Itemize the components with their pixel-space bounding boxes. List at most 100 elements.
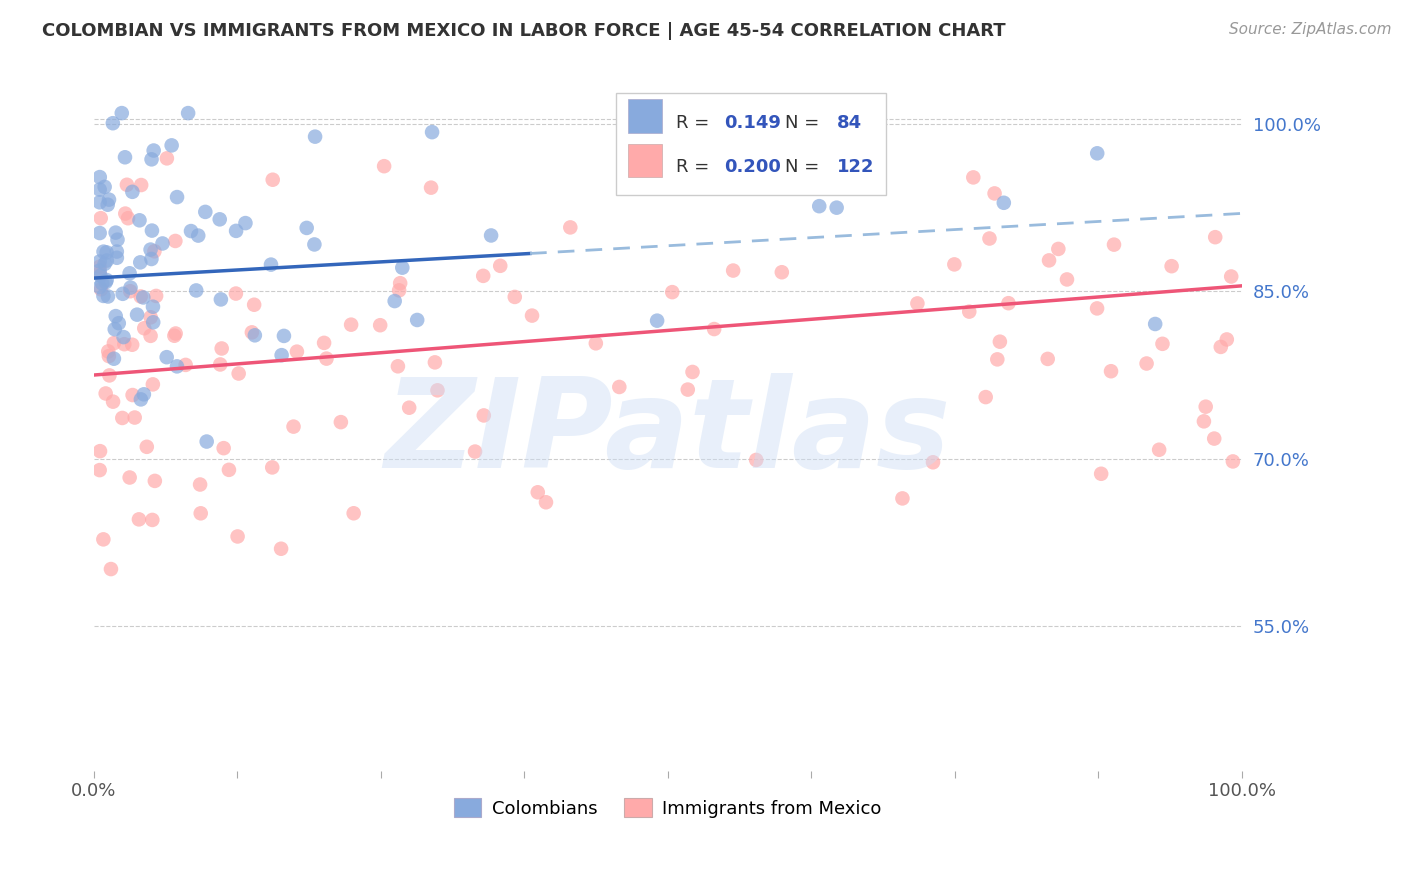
- Immigrants from Mexico: [426, 384, 449, 398]
- Text: COLOMBIAN VS IMMIGRANTS FROM MEXICO IN LABOR FORCE | AGE 45-54 CORRELATION CHART: COLOMBIAN VS IMMIGRANTS FROM MEXICO IN L…: [42, 22, 1005, 40]
- Text: R =: R =: [676, 158, 714, 176]
- Immigrants from Mexico: [943, 257, 966, 271]
- Colombians: [97, 197, 120, 211]
- Colombians: [304, 129, 326, 144]
- Colombians: [304, 237, 326, 252]
- Immigrants from Mexico: [143, 474, 166, 488]
- Immigrants from Mexico: [343, 506, 366, 520]
- Text: 122: 122: [837, 158, 875, 176]
- Immigrants from Mexico: [101, 394, 124, 409]
- Colombians: [270, 348, 292, 362]
- Colombians: [91, 277, 114, 291]
- Immigrants from Mexico: [262, 172, 284, 186]
- Immigrants from Mexico: [1216, 333, 1239, 347]
- Colombians: [128, 213, 150, 227]
- Immigrants from Mexico: [986, 352, 1008, 367]
- Colombians: [89, 263, 111, 277]
- Immigrants from Mexico: [90, 211, 112, 226]
- Colombians: [94, 275, 117, 289]
- Colombians: [89, 170, 111, 185]
- Colombians: [120, 280, 142, 294]
- Colombians: [152, 236, 174, 251]
- Immigrants from Mexico: [489, 259, 512, 273]
- Immigrants from Mexico: [1204, 432, 1226, 446]
- Immigrants from Mexico: [472, 409, 495, 423]
- Colombians: [107, 233, 129, 247]
- Immigrants from Mexico: [165, 234, 187, 248]
- Immigrants from Mexico: [243, 298, 266, 312]
- Immigrants from Mexico: [697, 106, 720, 120]
- Colombians: [97, 289, 120, 303]
- Immigrants from Mexico: [891, 491, 914, 506]
- Colombians: [104, 322, 127, 336]
- Immigrants from Mexico: [770, 265, 793, 279]
- Immigrants from Mexico: [905, 296, 928, 310]
- FancyBboxPatch shape: [627, 99, 662, 133]
- Immigrants from Mexico: [703, 322, 725, 336]
- Colombians: [295, 221, 318, 235]
- Immigrants from Mexico: [111, 411, 134, 425]
- Colombians: [180, 224, 202, 238]
- Immigrants from Mexico: [560, 220, 582, 235]
- Colombians: [156, 350, 179, 364]
- Colombians: [166, 359, 188, 374]
- Immigrants from Mexico: [89, 267, 111, 281]
- Immigrants from Mexico: [1056, 272, 1078, 286]
- Immigrants from Mexico: [142, 377, 165, 392]
- Colombians: [96, 253, 118, 268]
- Colombians: [89, 268, 111, 283]
- Colombians: [132, 387, 155, 401]
- Immigrants from Mexico: [165, 326, 187, 341]
- Immigrants from Mexico: [745, 453, 768, 467]
- Text: R =: R =: [676, 113, 714, 132]
- Immigrants from Mexico: [285, 344, 308, 359]
- Colombians: [142, 144, 165, 158]
- Immigrants from Mexico: [368, 318, 391, 333]
- Colombians: [208, 212, 231, 227]
- Colombians: [406, 313, 429, 327]
- Immigrants from Mexico: [283, 419, 305, 434]
- Immigrants from Mexico: [389, 277, 412, 291]
- Colombians: [186, 284, 208, 298]
- Immigrants from Mexico: [262, 460, 284, 475]
- Immigrants from Mexico: [141, 513, 163, 527]
- Immigrants from Mexico: [129, 178, 152, 192]
- Immigrants from Mexico: [534, 495, 557, 509]
- Immigrants from Mexico: [93, 533, 115, 547]
- Colombians: [98, 193, 121, 207]
- Colombians: [93, 244, 115, 259]
- Colombians: [273, 329, 295, 343]
- Immigrants from Mexico: [1038, 253, 1060, 268]
- Colombians: [141, 153, 163, 167]
- Immigrants from Mexico: [139, 329, 162, 343]
- Immigrants from Mexico: [121, 388, 143, 402]
- Colombians: [105, 244, 128, 259]
- Colombians: [420, 125, 443, 139]
- Text: 0.200: 0.200: [724, 158, 780, 176]
- Immigrants from Mexico: [98, 368, 121, 383]
- FancyBboxPatch shape: [616, 93, 886, 195]
- Immigrants from Mexico: [1099, 364, 1122, 378]
- Colombians: [235, 216, 257, 230]
- Colombians: [118, 266, 141, 280]
- Immigrants from Mexico: [585, 336, 607, 351]
- Immigrants from Mexico: [188, 477, 211, 491]
- Immigrants from Mexico: [240, 326, 263, 340]
- Immigrants from Mexico: [983, 186, 1005, 201]
- Immigrants from Mexico: [988, 334, 1011, 349]
- Immigrants from Mexico: [139, 310, 162, 325]
- Immigrants from Mexico: [94, 386, 117, 401]
- Colombians: [93, 257, 115, 271]
- Colombians: [209, 293, 232, 307]
- Immigrants from Mexico: [163, 328, 186, 343]
- Colombians: [129, 255, 152, 269]
- Immigrants from Mexico: [1036, 351, 1059, 366]
- Immigrants from Mexico: [1085, 301, 1108, 316]
- Immigrants from Mexico: [1204, 230, 1226, 244]
- Colombians: [142, 300, 165, 314]
- Immigrants from Mexico: [89, 463, 111, 477]
- Immigrants from Mexico: [1090, 467, 1112, 481]
- Immigrants from Mexico: [922, 455, 945, 469]
- Immigrants from Mexico: [676, 383, 699, 397]
- Immigrants from Mexico: [974, 390, 997, 404]
